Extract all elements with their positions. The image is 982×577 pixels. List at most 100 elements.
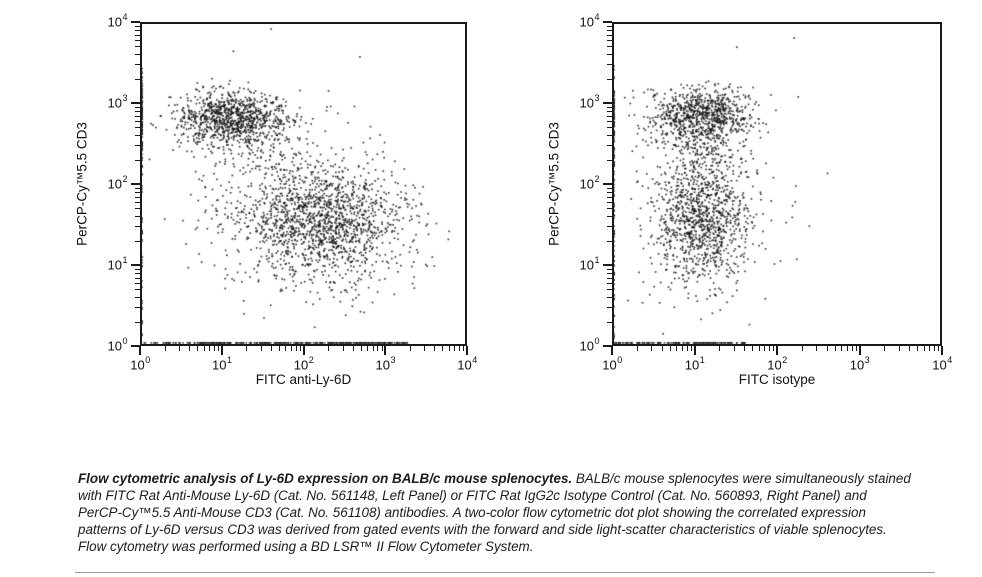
right-dot-plot: FITC isotype PerCP-Cy™5.5 CD3 100 100 101 1… — [547, 12, 953, 387]
x-major-tick — [776, 346, 778, 355]
y-minor-tick — [607, 208, 612, 210]
y-minor-tick — [607, 25, 612, 27]
x-minor-tick — [372, 346, 374, 351]
x-minor-tick — [769, 346, 770, 351]
y-minor-tick — [135, 29, 140, 31]
y-minor-tick — [135, 159, 140, 161]
x-minor-tick — [342, 346, 344, 351]
y-minor-tick — [607, 54, 612, 56]
y-major-tick — [131, 21, 140, 23]
x-minor-tick — [816, 346, 818, 351]
y-minor-tick — [135, 187, 140, 189]
x-minor-tick — [290, 346, 292, 351]
x-minor-tick — [246, 346, 248, 351]
x-minor-tick — [676, 346, 678, 351]
x-tick-label: 101 — [212, 355, 232, 373]
y-minor-tick — [607, 226, 612, 228]
caption-body: BALB/c mouse splenocytes were simultaneo… — [78, 471, 911, 554]
y-minor-tick — [607, 110, 612, 112]
y-minor-tick — [607, 120, 612, 122]
y-minor-tick — [607, 268, 612, 270]
y-minor-tick — [135, 106, 140, 108]
left-dot-plot: FITC anti-Ly-6D PerCP-Cy™5.5 CD3 100 100 1… — [75, 12, 478, 387]
x-minor-tick — [758, 346, 760, 351]
y-minor-tick — [135, 226, 140, 228]
y-minor-tick — [607, 289, 612, 291]
x-minor-tick — [834, 346, 836, 351]
y-minor-tick — [607, 135, 612, 137]
y-minor-tick — [607, 307, 612, 309]
x-minor-tick — [661, 346, 663, 351]
x-minor-tick — [295, 346, 297, 351]
x-tick-label: 100 — [602, 355, 623, 373]
y-tick-label: 101 — [107, 255, 128, 273]
y-major-tick — [603, 183, 612, 185]
y-minor-tick — [135, 39, 140, 41]
x-tick-label: 103 — [375, 355, 396, 373]
x-minor-tick — [923, 346, 925, 351]
y-minor-tick — [607, 34, 612, 36]
x-minor-tick — [164, 346, 166, 351]
x-minor-tick — [681, 346, 683, 351]
y-tick-label: 103 — [579, 93, 600, 111]
y-minor-tick — [135, 191, 140, 193]
y-minor-tick — [135, 145, 140, 147]
x-minor-tick — [448, 346, 450, 351]
x-minor-tick — [752, 346, 754, 351]
y-minor-tick — [135, 240, 140, 242]
x-minor-tick — [917, 346, 919, 351]
caption-title: Flow cytometric analysis of Ly-6D expres… — [78, 471, 573, 486]
x-minor-tick — [855, 346, 857, 351]
x-minor-tick — [328, 346, 330, 351]
x-minor-tick — [744, 346, 746, 351]
x-major-tick — [466, 346, 468, 355]
x-minor-tick — [636, 346, 638, 351]
y-minor-tick — [135, 282, 140, 284]
x-major-tick — [220, 346, 223, 355]
y-minor-tick — [135, 34, 140, 36]
y-tick-label: 102 — [107, 174, 128, 192]
x-minor-tick — [203, 346, 205, 351]
y-tick-label: 103 — [107, 93, 128, 111]
x-tick-label: 100 — [130, 355, 151, 373]
x-major-tick — [941, 346, 943, 355]
y-minor-tick — [607, 78, 612, 80]
y-tick-label: 104 — [107, 12, 128, 30]
x-major-tick — [858, 346, 861, 355]
y-major-tick — [131, 345, 140, 347]
y-tick-label: 104 — [579, 12, 600, 30]
x-minor-tick — [463, 346, 465, 351]
y-minor-tick — [607, 216, 612, 218]
y-minor-tick — [607, 196, 612, 198]
y-minor-tick — [135, 78, 140, 80]
y-minor-tick — [135, 216, 140, 218]
y-minor-tick — [135, 208, 140, 210]
x-minor-tick — [377, 346, 379, 351]
y-minor-tick — [607, 240, 612, 242]
x-tick-label: 104 — [932, 355, 953, 373]
x-minor-tick — [442, 346, 444, 351]
y-minor-tick — [135, 54, 140, 56]
y-major-tick — [131, 102, 140, 104]
x-minor-tick — [260, 346, 262, 351]
x-minor-tick — [764, 346, 766, 351]
y-minor-tick — [135, 289, 140, 291]
x-major-tick — [139, 346, 141, 355]
y-minor-tick — [607, 64, 612, 66]
y-major-tick — [603, 21, 612, 23]
x-minor-tick — [454, 346, 456, 351]
x-minor-tick — [179, 346, 180, 351]
right-y-axis-title: PerCP-Cy™5.5 CD3 — [546, 122, 562, 246]
y-tick-label: 100 — [107, 336, 128, 354]
y-minor-tick — [135, 64, 140, 66]
y-minor-tick — [607, 201, 612, 203]
x-minor-tick — [213, 346, 215, 351]
x-minor-tick — [434, 346, 436, 351]
bottom-divider — [75, 572, 935, 573]
x-minor-tick — [424, 346, 426, 351]
y-tick-label: 100 — [579, 336, 600, 354]
x-minor-tick — [884, 346, 886, 351]
y-minor-tick — [135, 201, 140, 203]
x-minor-tick — [719, 346, 721, 351]
left-y-axis-title: PerCP-Cy™5.5 CD3 — [74, 122, 90, 246]
